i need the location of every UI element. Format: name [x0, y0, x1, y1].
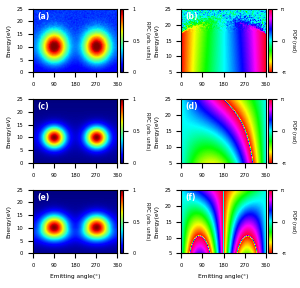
Y-axis label: Energy(eV): Energy(eV) — [6, 205, 11, 238]
Y-axis label: Energy(eV): Energy(eV) — [154, 24, 159, 57]
Y-axis label: Energy(eV): Energy(eV) — [6, 115, 11, 147]
X-axis label: Emitting angle(°): Emitting angle(°) — [198, 274, 249, 279]
Y-axis label: POP (rad): POP (rad) — [291, 210, 296, 233]
Text: (e): (e) — [37, 193, 50, 202]
Y-axis label: Energy(eV): Energy(eV) — [154, 205, 159, 238]
Y-axis label: RPC (arb. units): RPC (arb. units) — [146, 21, 150, 60]
X-axis label: Emitting angle(°): Emitting angle(°) — [50, 274, 100, 279]
Text: (b): (b) — [186, 12, 198, 21]
Y-axis label: POP (rad): POP (rad) — [291, 120, 296, 143]
Y-axis label: POP (rad): POP (rad) — [291, 29, 296, 52]
Y-axis label: Energy(eV): Energy(eV) — [6, 24, 11, 57]
Y-axis label: Energy(eV): Energy(eV) — [154, 115, 159, 147]
Text: (d): (d) — [186, 102, 198, 111]
Text: (f): (f) — [186, 193, 196, 202]
Y-axis label: RPC (arb. units): RPC (arb. units) — [146, 112, 150, 150]
Y-axis label: RPC (arb. units): RPC (arb. units) — [146, 202, 150, 241]
Text: (c): (c) — [37, 102, 49, 111]
Text: (a): (a) — [37, 12, 50, 21]
